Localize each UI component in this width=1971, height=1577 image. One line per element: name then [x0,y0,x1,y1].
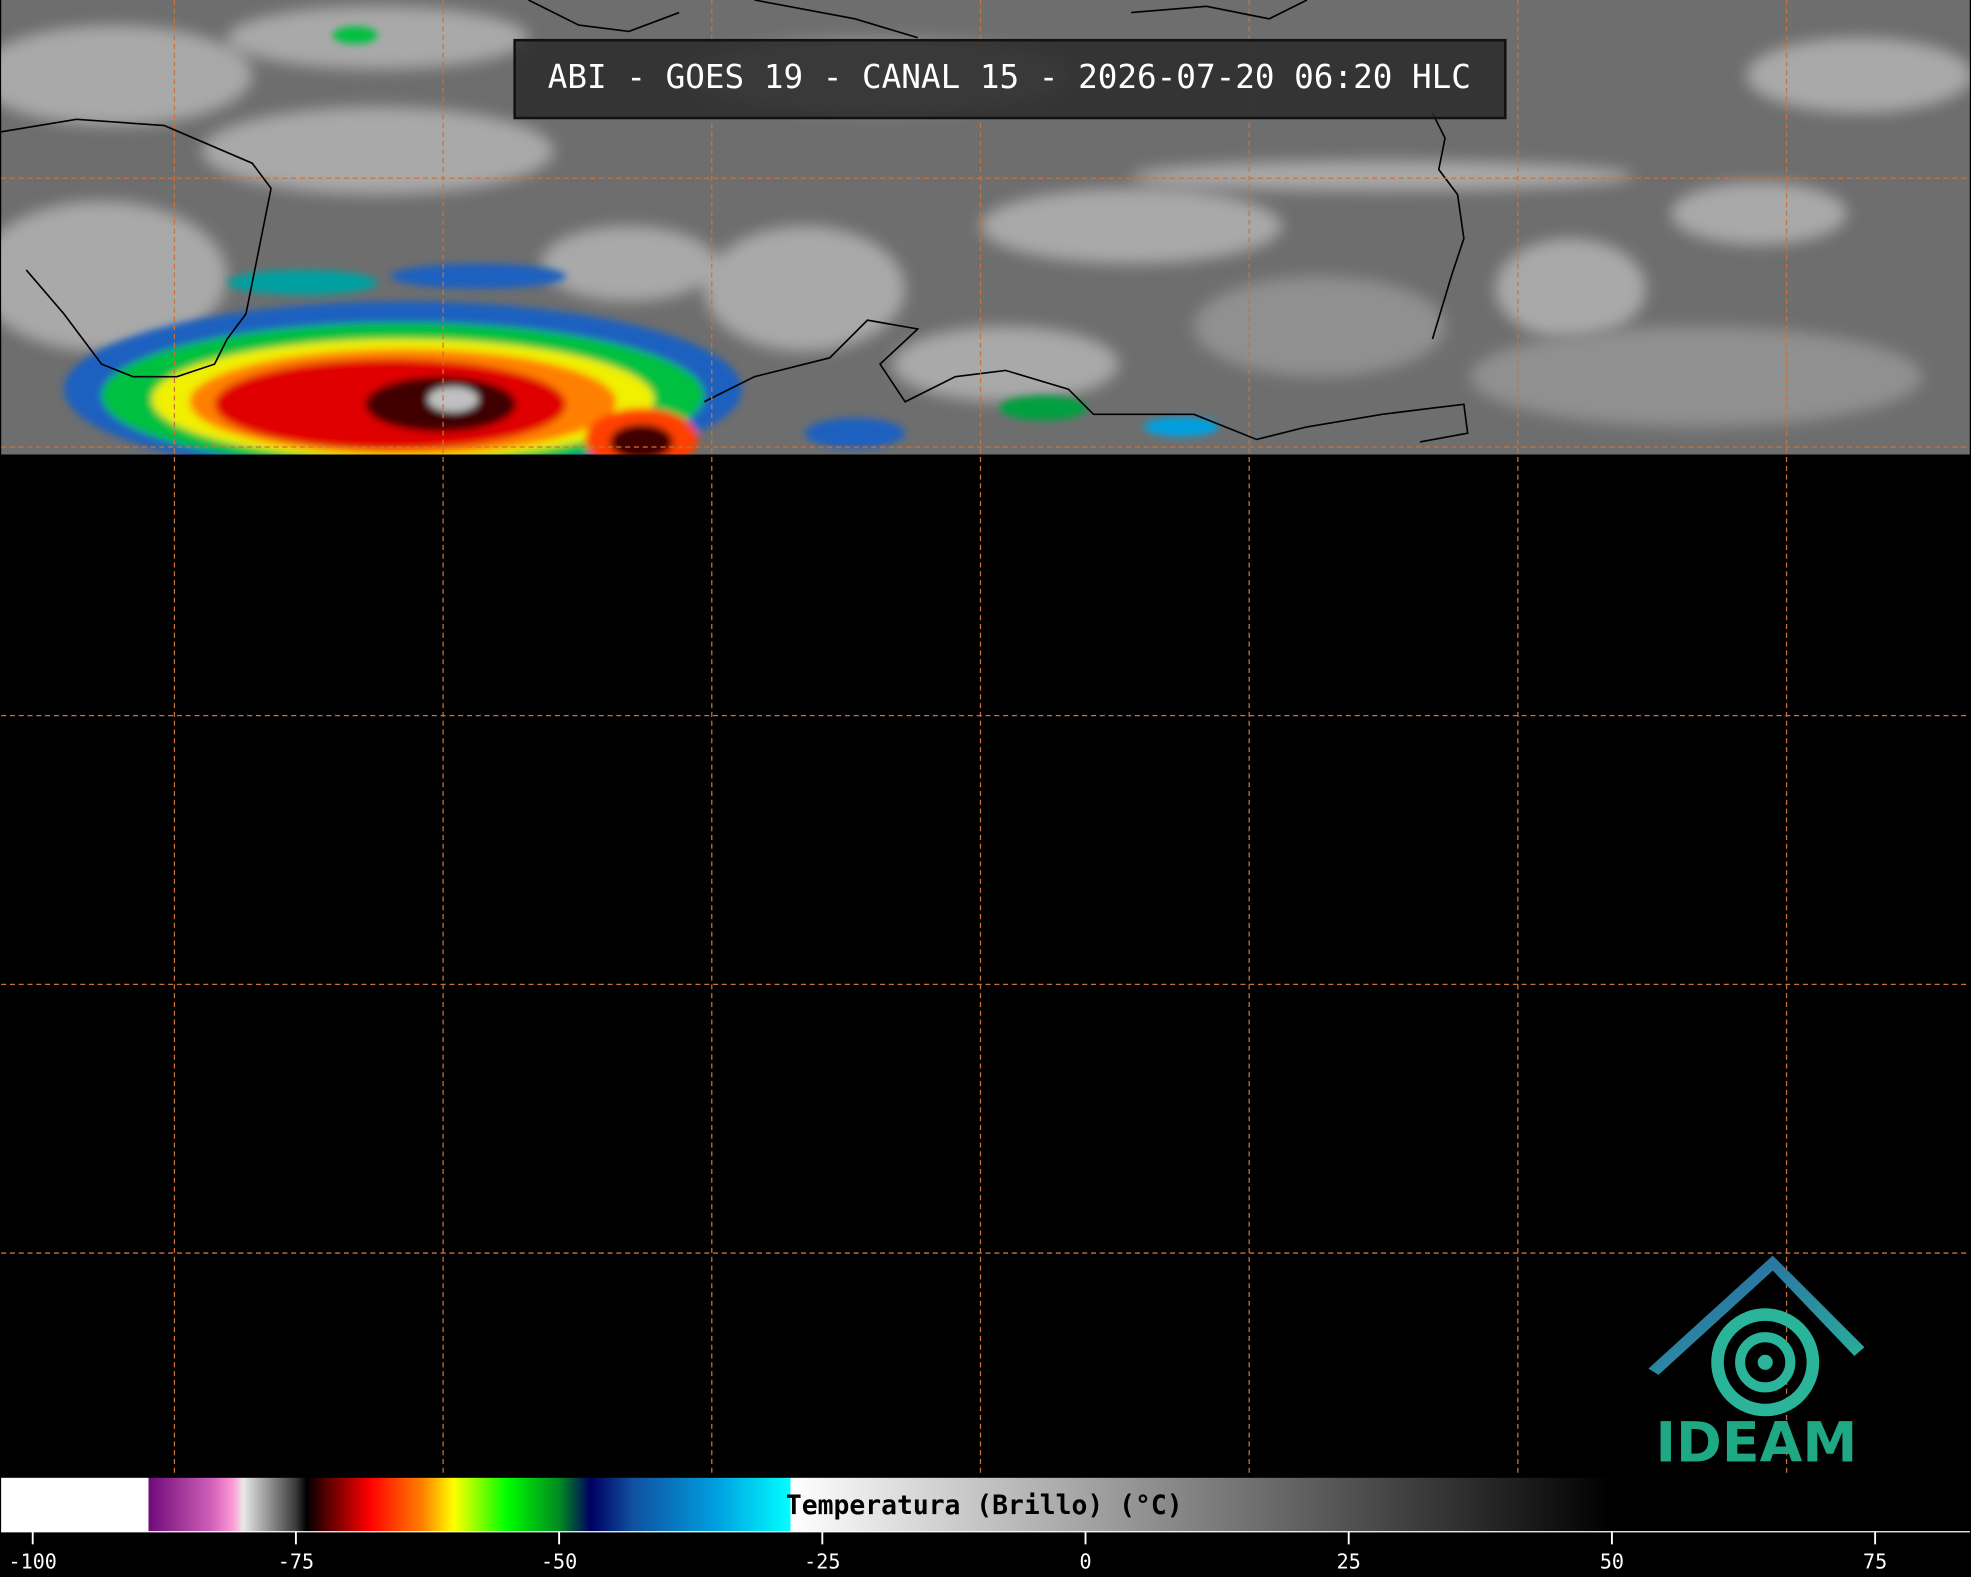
colorbar-tick-label: -75 [278,1550,314,1574]
colorbar-fill [1,1477,1970,1532]
satellite-image [1,0,1970,455]
colorbar-tick-label: 0 [1079,1550,1091,1574]
logo-text: IDEAM [1656,1412,1858,1476]
title-box [513,38,1507,120]
title: ABI - GOES 19 - CANAL 15 - 2026-07-20 06… [548,58,1471,96]
colorbar-label: Temperatura (Brillo) (°C) [786,1491,1183,1521]
colorbar-tick-label: -25 [804,1550,840,1574]
colorbar-tick-label: -100 [9,1550,57,1574]
colorbar-tick-label: -50 [541,1550,577,1574]
colorbar: Temperatura (Brillo) (°C) -100 -75 -50 -25 0… [1,1477,1970,1574]
colorbar-tick-label: 50 [1600,1550,1624,1574]
lat-lon-grid [1,0,1970,1476]
colorbar-tick-label: 25 [1337,1550,1361,1574]
colorbar-tick-label: 75 [1863,1550,1887,1574]
logo: IDEAM [1648,1255,1865,1476]
